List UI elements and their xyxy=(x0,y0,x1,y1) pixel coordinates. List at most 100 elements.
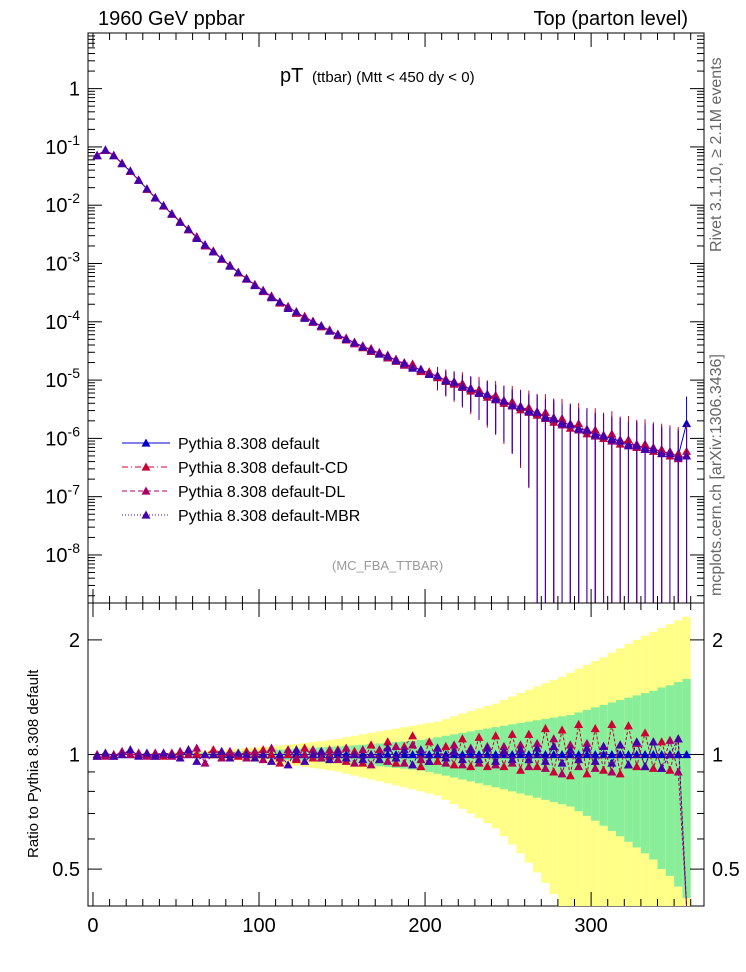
ratio-point xyxy=(640,728,650,737)
ratio-point xyxy=(242,750,252,759)
ratio-point xyxy=(192,750,202,759)
data-point xyxy=(441,376,451,385)
ratio-point xyxy=(399,745,409,754)
y-tick-label: 10-3 xyxy=(45,249,80,276)
ratio-point xyxy=(466,761,476,771)
data-point xyxy=(349,338,359,347)
ratio-point xyxy=(300,743,310,752)
ratio-point xyxy=(325,755,335,764)
uncertainty-band-inner xyxy=(549,717,558,803)
ratio-point xyxy=(291,753,301,762)
ratio-point xyxy=(366,750,376,759)
ratio-point xyxy=(333,755,343,764)
data-point xyxy=(491,394,501,403)
data-point xyxy=(408,363,418,372)
ratio-point xyxy=(233,748,243,757)
y-tick-label-base: 10 xyxy=(45,137,67,159)
ratio-point xyxy=(283,745,293,754)
data-point xyxy=(258,286,268,295)
ratio-point xyxy=(474,732,484,741)
data-point xyxy=(665,449,675,458)
y-tick-label-exponent: -8 xyxy=(68,540,81,556)
ratio-point xyxy=(466,750,476,759)
ratio-point xyxy=(358,755,368,764)
y-tick-label-base: 10 xyxy=(45,428,67,450)
ratio-point xyxy=(516,745,526,754)
ratio-point xyxy=(316,746,326,755)
ratio-point xyxy=(316,753,326,762)
ratio-point xyxy=(640,750,650,759)
ratio-point xyxy=(291,745,301,754)
data-point xyxy=(125,166,135,175)
ratio-point xyxy=(283,760,293,769)
ratio-point xyxy=(150,751,160,760)
ratio-point xyxy=(665,765,675,774)
ratio-point xyxy=(532,761,542,771)
ratio-point xyxy=(408,731,418,740)
y-tick-label-base: 10 xyxy=(45,370,67,392)
data-point xyxy=(159,200,169,210)
ratio-point xyxy=(266,750,276,759)
data-point xyxy=(632,441,642,450)
data-point xyxy=(208,247,218,256)
data-point xyxy=(325,326,335,335)
ratio-point xyxy=(275,750,285,759)
uncertainty-band-inner xyxy=(649,690,658,860)
series-line xyxy=(96,149,687,458)
uncertainty-band-inner xyxy=(599,704,608,826)
ratio-point xyxy=(615,769,625,778)
ratio-point xyxy=(167,750,177,759)
ratio-y-tick-label: 1 xyxy=(69,745,80,767)
ratio-point xyxy=(183,750,193,759)
ratio-y-tick-label: 0.5 xyxy=(52,859,80,881)
ratio-point xyxy=(391,753,401,762)
ratio-point xyxy=(582,743,592,752)
ratio-point xyxy=(441,741,451,751)
x-tick-label: 300 xyxy=(574,915,607,937)
data-point xyxy=(117,158,127,168)
y-tick-label-base: 10 xyxy=(45,487,67,509)
ratio-point xyxy=(657,763,667,772)
ratio-point xyxy=(549,750,559,759)
ratio-point xyxy=(441,753,451,762)
ratio-point xyxy=(574,719,584,728)
ratio-point xyxy=(499,761,509,771)
ratio-point xyxy=(499,746,509,755)
data-point xyxy=(316,321,326,330)
y-tick-label-base: 10 xyxy=(45,312,67,334)
uncertainty-band-inner xyxy=(624,697,633,842)
ratio-point xyxy=(200,758,210,767)
data-point xyxy=(333,329,343,338)
y-tick-label: 10-7 xyxy=(45,482,80,509)
data-point xyxy=(200,240,210,249)
ratio-point xyxy=(682,750,692,759)
data-point xyxy=(574,424,584,433)
header-right: Top (parton level) xyxy=(533,8,688,30)
ratio-point xyxy=(623,721,633,730)
data-point xyxy=(192,233,202,242)
ratio-point xyxy=(325,745,335,754)
data-point xyxy=(266,293,276,302)
uncertainty-band-inner xyxy=(532,720,542,798)
data-point xyxy=(308,317,318,326)
ratio-point xyxy=(349,758,359,767)
ratio-point xyxy=(632,737,642,746)
data-point xyxy=(300,313,310,322)
ratio-point xyxy=(665,750,675,759)
data-point xyxy=(549,413,559,423)
y-tick-label: 10-6 xyxy=(45,423,80,450)
legend-marker xyxy=(141,438,151,447)
ratio-point xyxy=(358,750,368,759)
data-point xyxy=(175,217,185,226)
data-point xyxy=(640,444,650,453)
ratio-point xyxy=(449,740,459,749)
ratio-point xyxy=(507,729,517,738)
ratio-point xyxy=(516,740,526,749)
ratio-point xyxy=(457,760,467,769)
ratio-point xyxy=(200,750,210,759)
main-axes: 10-810-710-610-510-410-310-210-11 xyxy=(45,32,704,603)
ratio-point xyxy=(408,750,418,759)
data-point xyxy=(599,431,609,440)
ratio-point xyxy=(433,756,443,765)
main-title: pT xyxy=(280,65,303,87)
